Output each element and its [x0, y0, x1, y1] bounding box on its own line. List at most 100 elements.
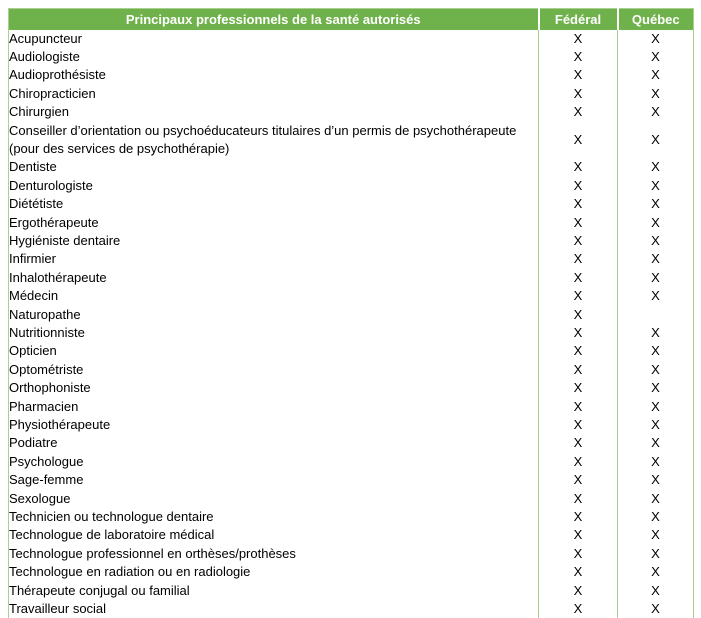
table-row: Nutritionniste X X — [9, 324, 694, 343]
profession-name-cell: Ergothérapeute — [9, 214, 99, 230]
quebec-mark-cell: X — [617, 195, 694, 214]
quebec-mark-cell: X — [617, 103, 694, 122]
table-row: Pharmacien X X — [9, 397, 694, 417]
profession-name-cell: Optométriste — [9, 361, 84, 377]
federal-mark-cell: X — [538, 434, 618, 453]
table-row: Inhalothérapeute X X — [9, 268, 694, 288]
federal-mark-cell: X — [538, 379, 618, 398]
federal-mark-cell: X — [538, 489, 618, 509]
federal-mark-cell: X — [538, 66, 618, 85]
quebec-mark-cell: X — [617, 397, 694, 417]
quebec-mark-cell: X — [617, 213, 694, 232]
profession-name-cell: Thérapeute conjugal ou familial — [9, 582, 190, 598]
profession-name-cell: Sexologue — [9, 490, 71, 506]
table-row: Denturologiste X X — [9, 176, 694, 196]
federal-mark-cell: X — [538, 103, 618, 122]
quebec-mark-cell: X — [617, 250, 694, 269]
table-row: Hygiéniste dentaire X X — [9, 231, 694, 251]
quebec-mark-cell: X — [617, 158, 694, 177]
table-row: Technicien ou technologue dentaire X X — [9, 508, 694, 527]
table-row: Sage-femme X X — [9, 471, 694, 490]
profession-name-cell: Acupuncteur — [9, 30, 82, 46]
quebec-mark-cell: X — [617, 416, 694, 435]
quebec-mark-cell: X — [617, 84, 694, 104]
table-row: Diététiste X X — [9, 195, 694, 214]
table-row: Audioprothésiste X X — [9, 66, 694, 85]
quebec-mark-cell: X — [617, 581, 694, 601]
profession-name-cell: Diététiste — [9, 196, 64, 212]
quebec-mark-cell: X — [617, 489, 694, 509]
federal-mark-cell: X — [538, 360, 618, 380]
quebec-mark-cell: X — [617, 231, 694, 251]
quebec-mark-cell: X — [617, 324, 694, 343]
table-row: Dentiste X X — [9, 158, 694, 177]
table-row: Acupuncteur X X — [9, 29, 694, 48]
quebec-mark-cell: X — [617, 452, 694, 472]
quebec-mark-cell: X — [617, 544, 694, 564]
federal-mark-cell: X — [538, 231, 618, 251]
table-row: Thérapeute conjugal ou familial X X — [9, 581, 694, 601]
quebec-mark-cell: X — [617, 508, 694, 527]
profession-name-cell: Opticien — [9, 343, 57, 359]
table-row: Technologue de laboratoire médical X X — [9, 526, 694, 545]
federal-mark-cell: X — [538, 581, 618, 601]
quebec-mark-cell: X — [617, 526, 694, 545]
federal-mark-cell: X — [538, 416, 618, 435]
federal-mark-cell: X — [538, 29, 618, 48]
table-row: Technologue professionnel en orthèses/pr… — [9, 544, 694, 564]
column-header-federal: Fédéral — [537, 8, 618, 30]
federal-mark-cell: X — [538, 544, 618, 564]
profession-name-cell: Médecin — [9, 288, 59, 304]
table-row: Orthophoniste X X — [9, 379, 694, 398]
profession-name-cell: Hygiéniste dentaire — [9, 232, 121, 248]
federal-mark-cell: X — [538, 397, 618, 417]
table-row: Sexologue X X — [9, 489, 694, 509]
quebec-mark-cell: X — [617, 29, 694, 48]
federal-mark-cell: X — [538, 195, 618, 214]
profession-name-cell: Physiothérapeute — [9, 417, 111, 433]
quebec-mark-cell: X — [617, 176, 694, 196]
quebec-mark-cell: X — [617, 342, 694, 361]
profession-name-cell: Podiatre — [9, 435, 58, 451]
quebec-mark-cell: X — [617, 287, 694, 306]
federal-mark-cell: X — [538, 452, 618, 472]
profession-name-cell: Denturologiste — [9, 177, 93, 193]
table-row: Ergothérapeute X X — [9, 213, 694, 232]
quebec-mark-cell: X — [617, 563, 694, 582]
profession-name-cell: Audioprothésiste — [9, 67, 106, 83]
federal-mark-cell: X — [538, 508, 618, 527]
federal-mark-cell: X — [538, 268, 618, 288]
profession-name-cell: Nutritionniste — [9, 325, 85, 340]
profession-name-cell: Naturopathe — [9, 306, 81, 322]
table-row: Travailleur social X X — [9, 600, 694, 618]
quebec-mark-cell: X — [617, 471, 694, 490]
profession-name-cell: Pharmacien — [9, 398, 79, 414]
profession-name-cell: Audiologiste — [9, 48, 80, 64]
quebec-mark-cell: X — [617, 379, 694, 398]
profession-name-cell: Technologue de laboratoire médical — [9, 527, 215, 543]
profession-name-cell: Dentiste — [9, 159, 57, 175]
profession-name-cell: Technicien ou technologue dentaire — [9, 509, 214, 525]
profession-name-cell: Technologue en radiation ou en radiologi… — [9, 564, 251, 580]
quebec-mark-cell: X — [617, 47, 694, 67]
federal-mark-cell: X — [538, 526, 618, 545]
federal-mark-cell: X — [538, 305, 618, 324]
table-row: Chiropracticien X X — [9, 84, 694, 104]
table-row: Podiatre X X — [9, 434, 694, 453]
column-header-quebec: Québec — [616, 8, 694, 30]
table-row: Audiologiste X X — [9, 47, 694, 67]
quebec-mark-cell — [617, 305, 694, 324]
quebec-mark-cell: X — [617, 434, 694, 453]
profession-name-cell: Travailleur social — [9, 601, 107, 617]
federal-mark-cell: X — [538, 471, 618, 490]
profession-name-cell: Inhalothérapeute — [9, 269, 107, 285]
profession-name-cell: Conseiller d’orientation ou psychoéducat… — [9, 122, 517, 156]
profession-name-cell: Chiropracticien — [9, 85, 96, 101]
table-row: Naturopathe X — [9, 305, 694, 324]
quebec-mark-cell: X — [617, 600, 694, 618]
profession-name-cell: Technologue professionnel en orthèses/pr… — [9, 545, 296, 561]
table-header-row: Principaux professionnels de la santé au… — [8, 8, 694, 30]
federal-mark-cell: X — [538, 47, 618, 67]
table-row: Physiothérapeute X X — [9, 416, 694, 435]
column-header-professions: Principaux professionnels de la santé au… — [8, 8, 539, 30]
